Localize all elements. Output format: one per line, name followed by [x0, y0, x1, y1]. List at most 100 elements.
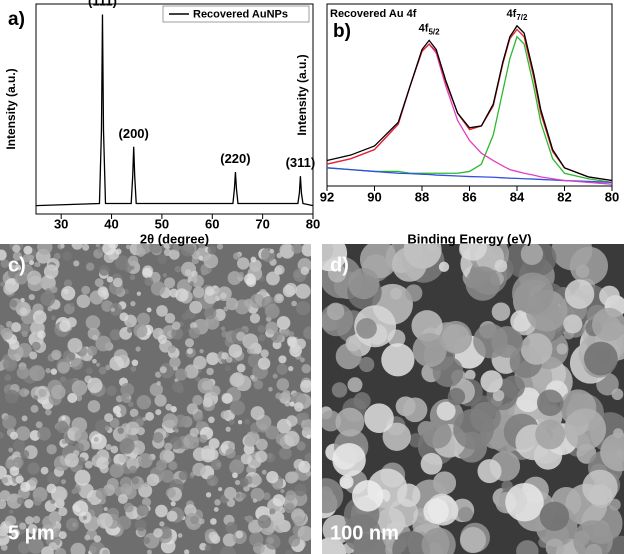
- texture-blob: [72, 500, 89, 517]
- texture-blob: [2, 415, 17, 430]
- texture-blob: [257, 325, 266, 333]
- texture-blob: [74, 429, 89, 444]
- texture-blob: [332, 442, 366, 477]
- texture-blob: [164, 277, 176, 289]
- texture-blob: [227, 271, 242, 285]
- texture-blob: [421, 527, 456, 554]
- texture-blob: [402, 397, 428, 423]
- texture-blob: [156, 459, 168, 471]
- texture-blob: [251, 475, 263, 486]
- x-tick-label: 80: [605, 189, 619, 204]
- texture-blob: [223, 306, 229, 312]
- texture-blob: [67, 352, 76, 361]
- texture-blob: [296, 300, 311, 316]
- texture-blob: [592, 307, 624, 342]
- texture-blob: [94, 278, 104, 287]
- panel-label: a): [8, 9, 25, 30]
- texture-blob: [16, 366, 30, 379]
- texture-blob: [364, 403, 394, 434]
- x-tick-label: 60: [205, 216, 219, 231]
- texture-blob: [85, 262, 95, 271]
- texture-blob: [147, 549, 152, 554]
- texture-blob: [273, 518, 288, 533]
- texture-blob: [465, 266, 501, 301]
- texture-blob: [84, 534, 91, 541]
- x-tick-label: 82: [557, 189, 571, 204]
- series-line: [326, 28, 613, 182]
- x-tick-label: 50: [155, 216, 169, 231]
- texture-blob: [171, 327, 184, 340]
- texture-blob: [29, 351, 38, 360]
- texture-blob: [81, 285, 91, 295]
- texture-blob: [250, 487, 265, 502]
- texture-blob: [6, 493, 23, 509]
- texture-blob: [127, 255, 139, 266]
- texture-blob: [205, 466, 210, 471]
- texture-blob: [242, 333, 259, 350]
- texture-blob: [199, 434, 208, 443]
- texture-blob: [60, 244, 65, 249]
- texture-blob: [268, 386, 273, 392]
- texture-blob: [260, 349, 269, 358]
- texture-blob: [236, 363, 246, 373]
- texture-blob: [156, 381, 161, 386]
- texture-blob: [141, 497, 152, 507]
- texture-blob: [66, 517, 80, 531]
- texture-blob: [255, 450, 268, 463]
- texture-blob: [229, 459, 245, 475]
- texture-blob: [163, 248, 172, 257]
- texture-blob: [175, 288, 189, 302]
- texture-blob: [285, 490, 297, 501]
- texture-blob: [45, 409, 52, 416]
- texture-blob: [142, 417, 147, 422]
- texture-blob: [129, 408, 139, 418]
- texture-blob: [0, 281, 5, 287]
- texture-blob: [95, 335, 112, 352]
- texture-blob: [258, 334, 266, 342]
- texture-blob: [53, 252, 61, 260]
- peak-label-sub: 7/2: [516, 13, 528, 22]
- texture-blob: [261, 469, 267, 475]
- texture-blob: [282, 389, 291, 399]
- texture-blob: [192, 394, 203, 406]
- texture-blob: [120, 382, 135, 397]
- texture-blob: [189, 427, 199, 437]
- texture-blob: [480, 370, 503, 393]
- texture-blob: [155, 504, 168, 518]
- texture-blob: [218, 487, 223, 492]
- texture-blob: [92, 358, 97, 364]
- texture-blob: [224, 365, 231, 372]
- texture-blob: [137, 453, 153, 469]
- texture-blob: [103, 507, 108, 512]
- texture-blob: [4, 389, 19, 404]
- texture-blob: [109, 329, 122, 341]
- texture-blob: [135, 346, 141, 352]
- texture-blob: [20, 449, 30, 459]
- texture-blob: [3, 283, 15, 295]
- texture-blob: [353, 392, 371, 410]
- texture-blob: [192, 462, 206, 477]
- texture-blob: [131, 477, 139, 485]
- texture-blob: [155, 409, 162, 416]
- texture-blob: [288, 535, 301, 547]
- texture-blob: [331, 382, 348, 398]
- texture-blob: [221, 393, 233, 404]
- texture-blob: [193, 355, 207, 370]
- texture-blob: [50, 368, 58, 375]
- texture-blob: [35, 421, 43, 429]
- texture-blob: [28, 477, 38, 487]
- texture-blob: [225, 448, 236, 459]
- texture-blob: [343, 514, 381, 552]
- texture-blob: [477, 459, 502, 484]
- texture-blob: [84, 460, 93, 469]
- texture-blob: [95, 244, 100, 248]
- texture-blob: [128, 401, 134, 408]
- texture-blob: [216, 244, 224, 250]
- texture-blob: [390, 287, 402, 300]
- texture-blob: [110, 445, 119, 454]
- texture-blob: [27, 462, 40, 475]
- texture-blob: [29, 365, 46, 382]
- texture-blob: [236, 257, 250, 270]
- texture-blob: [166, 510, 178, 522]
- texture-blob: [252, 498, 258, 503]
